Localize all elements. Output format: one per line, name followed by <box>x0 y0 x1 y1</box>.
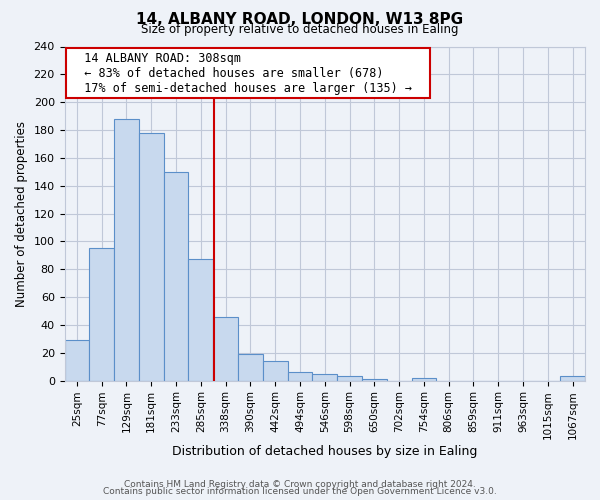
Bar <box>362 379 387 380</box>
Y-axis label: Number of detached properties: Number of detached properties <box>15 120 28 306</box>
Text: 14, ALBANY ROAD, LONDON, W13 8PG: 14, ALBANY ROAD, LONDON, W13 8PG <box>136 12 464 28</box>
X-axis label: Distribution of detached houses by size in Ealing: Distribution of detached houses by size … <box>172 444 478 458</box>
Bar <box>188 260 213 380</box>
Bar <box>65 340 89 380</box>
Bar <box>213 316 238 380</box>
Bar <box>313 374 337 380</box>
Bar <box>114 119 139 380</box>
Text: Contains HM Land Registry data © Crown copyright and database right 2024.: Contains HM Land Registry data © Crown c… <box>124 480 476 489</box>
Bar <box>287 372 313 380</box>
Bar <box>263 361 287 380</box>
Text: 14 ALBANY ROAD: 308sqm  
  ← 83% of detached houses are smaller (678)  
  17% of: 14 ALBANY ROAD: 308sqm ← 83% of detached… <box>70 52 426 94</box>
Text: Size of property relative to detached houses in Ealing: Size of property relative to detached ho… <box>141 22 459 36</box>
Bar <box>164 172 188 380</box>
Bar <box>560 376 585 380</box>
Bar <box>238 354 263 380</box>
Bar <box>337 376 362 380</box>
Bar <box>139 133 164 380</box>
Text: Contains public sector information licensed under the Open Government Licence v3: Contains public sector information licen… <box>103 488 497 496</box>
Bar <box>412 378 436 380</box>
Bar <box>89 248 114 380</box>
